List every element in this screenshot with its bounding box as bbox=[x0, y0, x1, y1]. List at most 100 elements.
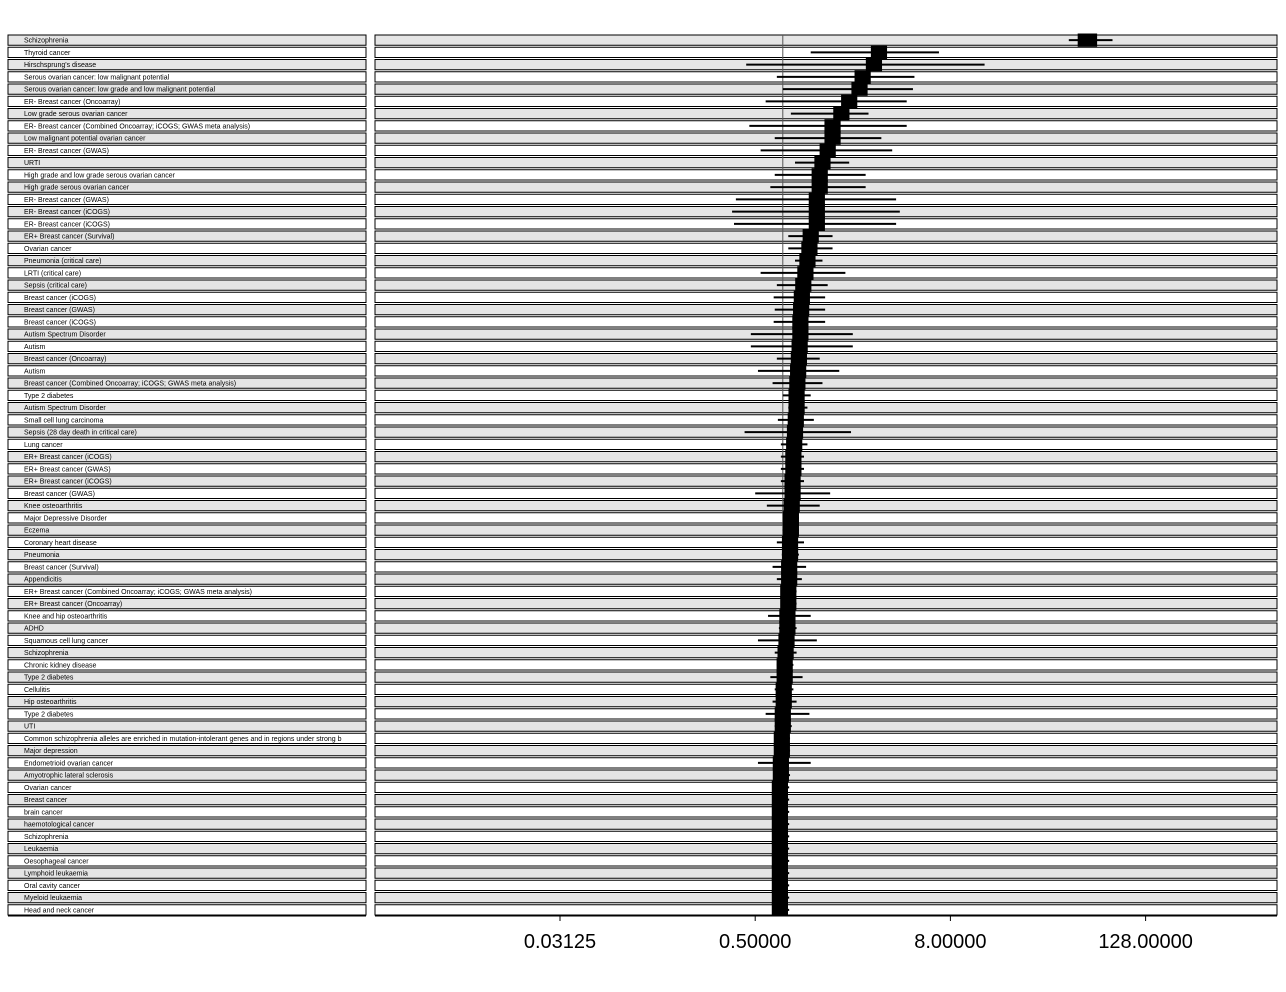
label-row-bg bbox=[7, 536, 367, 548]
row-label: Serous ovarian cancer: low grade and low… bbox=[24, 87, 216, 94]
row-label: Breast cancer (iCOGS) bbox=[24, 295, 96, 302]
row-label: Type 2 diabetes bbox=[24, 675, 74, 682]
plot-row-bg bbox=[374, 720, 1278, 732]
label-row-bg bbox=[7, 757, 367, 769]
label-row-bg bbox=[7, 867, 367, 879]
estimate-box bbox=[785, 462, 802, 476]
estimate-box bbox=[787, 413, 804, 427]
estimate-box bbox=[777, 646, 794, 660]
label-row-bg bbox=[7, 696, 367, 708]
plot-row-bg bbox=[374, 683, 1278, 695]
label-panel: Schizophrenia Thyroid cancer Hirschsprung'… bbox=[7, 34, 367, 917]
row-label: Eczema bbox=[24, 528, 49, 535]
x-tick-label: 128.00000 bbox=[1098, 931, 1193, 953]
label-row-bg bbox=[7, 242, 367, 254]
estimate-box bbox=[792, 315, 809, 329]
label-row-bg bbox=[7, 95, 367, 107]
label-row-bg bbox=[7, 794, 367, 806]
estimate-box bbox=[851, 82, 868, 96]
estimate-box bbox=[776, 658, 793, 672]
plot-row-bg bbox=[374, 794, 1278, 806]
label-row-bg bbox=[7, 59, 367, 71]
plot-row-bg bbox=[374, 732, 1278, 744]
estimate-box bbox=[776, 670, 793, 684]
row-label: Type 2 diabetes bbox=[24, 393, 74, 400]
label-row-bg bbox=[7, 806, 367, 818]
label-row-bg bbox=[7, 683, 367, 695]
row-label: Schizophrenia bbox=[24, 650, 68, 657]
row-label: Schizophrenia bbox=[24, 834, 68, 841]
plot-row-bg bbox=[374, 549, 1278, 561]
plot-row-bg bbox=[374, 671, 1278, 683]
label-row-bg bbox=[7, 549, 367, 561]
label-row-bg bbox=[7, 414, 367, 426]
plot-row-bg bbox=[374, 377, 1278, 389]
plot-row-bg bbox=[374, 892, 1278, 904]
estimate-box bbox=[771, 793, 788, 807]
plot-row-bg bbox=[374, 463, 1278, 475]
row-label: ER+ Breast cancer (Combined Oncoarray; i… bbox=[24, 589, 252, 596]
plot-row-bg bbox=[374, 708, 1278, 720]
row-label: Head and neck cancer bbox=[24, 907, 95, 914]
estimate-box bbox=[771, 854, 788, 868]
label-row-bg bbox=[7, 659, 367, 671]
plot-row-bg bbox=[374, 879, 1278, 891]
label-row-bg bbox=[7, 585, 367, 597]
estimate-box bbox=[802, 229, 819, 243]
label-row-bg bbox=[7, 708, 367, 720]
estimate-box bbox=[783, 499, 800, 513]
label-row-bg bbox=[7, 769, 367, 781]
row-label: Type 2 diabetes bbox=[24, 711, 74, 718]
estimate-box bbox=[775, 695, 792, 709]
row-label: High grade serous ovarian cancer bbox=[24, 185, 130, 192]
row-label: Breast cancer (Oncoarray) bbox=[24, 356, 106, 363]
label-row-bg bbox=[7, 255, 367, 267]
row-label: Autism bbox=[24, 368, 46, 375]
row-label: Breast cancer (GWAS) bbox=[24, 307, 95, 314]
estimate-box bbox=[771, 805, 788, 819]
row-label: ER+ Breast cancer (iCOGS) bbox=[24, 479, 112, 486]
label-row-bg bbox=[7, 671, 367, 683]
estimate-box bbox=[779, 621, 796, 635]
estimate-box bbox=[780, 597, 797, 611]
x-tick-label: 0.03125 bbox=[524, 931, 596, 953]
plot-row-bg bbox=[374, 500, 1278, 512]
row-label: Amyotrophic lateral sclerosis bbox=[24, 773, 114, 780]
label-row-bg bbox=[7, 830, 367, 842]
row-label: ER+ Breast cancer (Oncoarray) bbox=[24, 601, 122, 608]
label-row-bg bbox=[7, 46, 367, 58]
row-label: URTI bbox=[24, 160, 40, 167]
estimate-box bbox=[786, 437, 803, 451]
label-row-bg bbox=[7, 328, 367, 340]
plot-row-bg bbox=[374, 696, 1278, 708]
label-row-bg bbox=[7, 120, 367, 132]
estimate-box bbox=[819, 143, 836, 157]
estimate-box bbox=[824, 119, 841, 133]
plot-row-bg bbox=[374, 855, 1278, 867]
row-label: Squamous cell lung cancer bbox=[24, 638, 109, 645]
estimate-box bbox=[779, 609, 796, 623]
estimate-box bbox=[799, 254, 816, 268]
estimate-box bbox=[808, 217, 825, 231]
label-row-bg bbox=[7, 892, 367, 904]
plot-row-bg bbox=[374, 806, 1278, 818]
label-row-bg bbox=[7, 71, 367, 83]
plot-row-bg bbox=[374, 316, 1278, 328]
label-row-bg bbox=[7, 377, 367, 389]
plot-row-bg bbox=[374, 781, 1278, 793]
plot-row-bg bbox=[374, 757, 1278, 769]
estimate-box bbox=[771, 891, 788, 905]
estimate-box bbox=[781, 535, 799, 549]
row-label: ER+ Breast cancer (GWAS) bbox=[24, 466, 111, 473]
estimate-box bbox=[775, 682, 792, 696]
row-label: ER+ Breast cancer (Survival) bbox=[24, 234, 114, 241]
x-axis: 0.03125 0.50000 8.00000 128.00000 bbox=[524, 916, 1193, 953]
row-label: ER+ Breast cancer (iCOGS) bbox=[24, 454, 112, 461]
plot-row-bg bbox=[374, 843, 1278, 855]
label-row-bg bbox=[7, 622, 367, 634]
label-row-bg bbox=[7, 524, 367, 536]
estimate-box bbox=[780, 584, 797, 598]
label-row-bg bbox=[7, 157, 367, 169]
plot-row-bg bbox=[374, 414, 1278, 426]
label-row-bg bbox=[7, 279, 367, 291]
